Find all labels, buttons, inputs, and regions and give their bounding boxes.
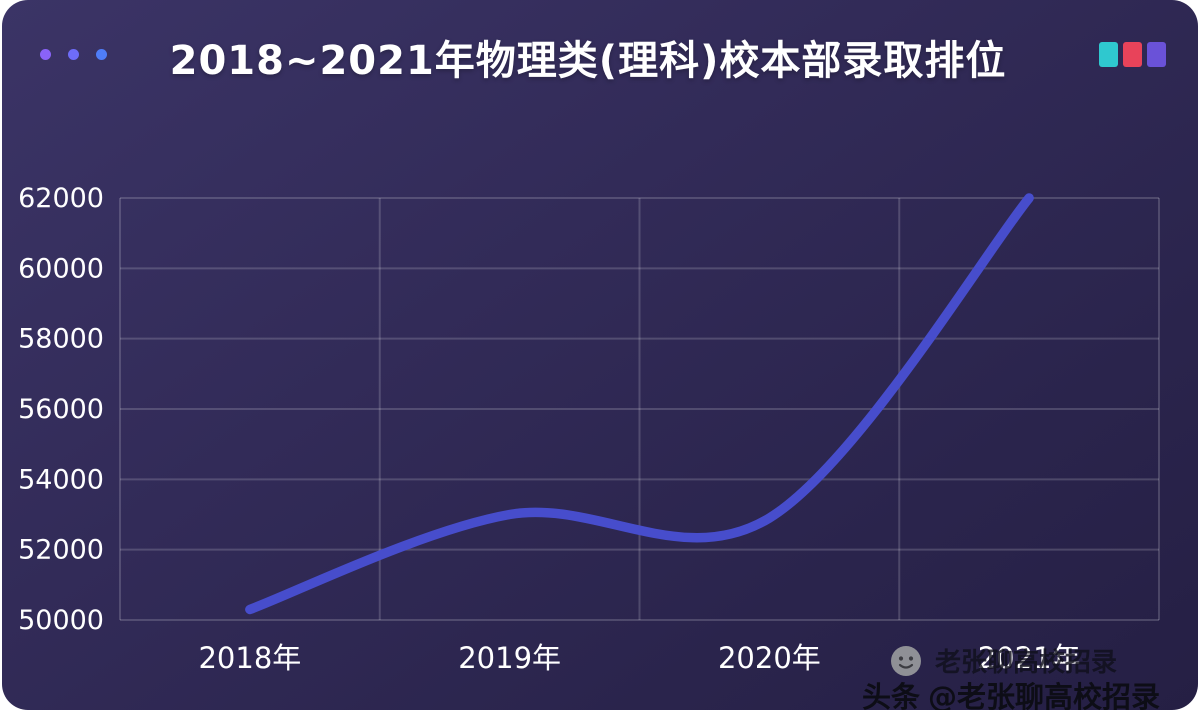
square-icon [1147,42,1166,67]
decorative-dots-icon [40,49,107,60]
svg-text:58000: 58000 [18,324,104,355]
watermark-credit: 头条 @老张聊高校招录 [862,674,1160,710]
svg-text:2021年: 2021年 [978,641,1081,675]
svg-text:2020年: 2020年 [718,641,821,675]
dot-icon [40,49,51,60]
square-icon [1099,42,1118,67]
watermark-brand: 头条 [862,680,921,710]
svg-text:56000: 56000 [18,394,104,425]
chart-title: 2018~2021年物理类(理科)校本部录取排位 [169,38,1007,84]
svg-text:60000: 60000 [18,253,104,284]
dot-icon [96,49,107,60]
svg-text:62000: 62000 [18,183,104,214]
watermark-avatar-icon [891,645,921,676]
svg-text:2018年: 2018年 [198,641,301,675]
svg-text:50000: 50000 [18,605,104,636]
watermark-handle: @老张聊高校招录 [928,680,1161,710]
decorative-squares-icon [1099,42,1166,67]
svg-text:52000: 52000 [18,535,104,566]
svg-text:2019年: 2019年 [458,641,561,675]
square-icon [1123,42,1142,67]
dot-icon [68,49,79,60]
svg-text:54000: 54000 [18,464,104,495]
watermark-name: 老张聊高校招录 [935,648,1118,678]
watermark-row: 老张聊高校招录 [890,642,1117,679]
